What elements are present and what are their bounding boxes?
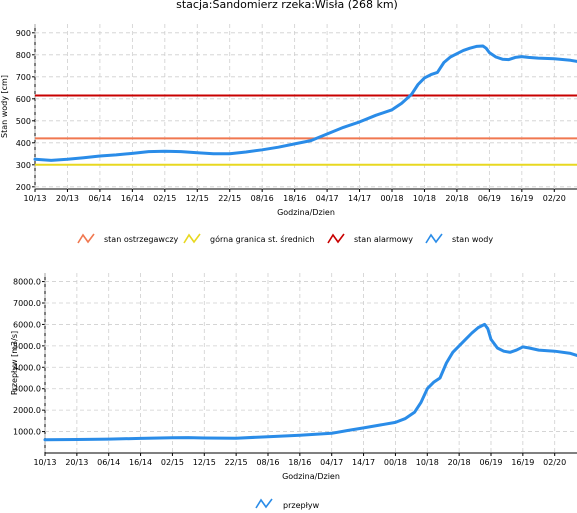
legend-label: stan alarmowy — [354, 235, 413, 244]
legend-label: stan ostrzegawczy — [104, 235, 179, 244]
chart-title: stacja:Sandomierz rzeka:Wisła (268 km) — [176, 0, 398, 11]
y-tick-label: 600 — [16, 95, 31, 104]
x-tick-label: 22/15 — [218, 194, 241, 203]
series-line — [33, 44, 577, 162]
x-tick-label: 10/18 — [413, 194, 436, 203]
legend-swatch — [425, 233, 443, 244]
y-tick-label: 800 — [16, 51, 31, 60]
x-tick-label: 12/15 — [193, 458, 216, 467]
x-tick-label: 10/13 — [23, 194, 46, 203]
y-tick-label: 400 — [16, 139, 31, 148]
y-tick-label: 200 — [16, 183, 31, 192]
x-axis-label: Godzina/Dzien — [277, 208, 335, 217]
x-axis-label: Godzina/Dzien — [282, 472, 340, 481]
x-tick-label: 08/16 — [256, 458, 279, 467]
y-tick-label: 700 — [16, 73, 31, 82]
x-tick-label: 16/14 — [121, 194, 144, 203]
x-tick-label: 04/17 — [320, 458, 343, 467]
x-tick-label: 02/20 — [543, 194, 566, 203]
x-tick-label: 18/16 — [283, 194, 306, 203]
x-tick-label: 18/16 — [288, 458, 311, 467]
legend-label: górna granica st. średnich — [210, 234, 314, 244]
y-tick-label: 1000.0 — [13, 428, 41, 437]
x-tick-label: 10/18 — [416, 458, 439, 467]
x-tick-label: 16/19 — [510, 194, 533, 203]
x-tick-label: 06/19 — [478, 194, 501, 203]
y-tick-label: 8000.0 — [13, 278, 41, 287]
x-tick-label: 06/14 — [97, 458, 120, 467]
x-tick-label: 14/17 — [352, 458, 375, 467]
x-tick-label: 16/14 — [129, 458, 152, 467]
discharge-chart: 1000.0 2000.0 3000.0 4000.0 5000.0 6000.0 7000… — [10, 273, 577, 510]
x-tick-label: 20/13 — [65, 458, 88, 467]
y-tick-label: 900 — [16, 29, 31, 38]
legend-swatch — [255, 498, 273, 509]
x-tick-label: 08/16 — [251, 194, 274, 203]
x-tick-label: 14/17 — [348, 194, 371, 203]
y-tick-label: 7000.0 — [13, 299, 41, 308]
y-tick-label: 2000.0 — [13, 406, 41, 415]
y-axis-label: Przepływ [m3/s] — [10, 331, 19, 395]
x-tick-label: 20/13 — [56, 194, 79, 203]
legend-swatch — [183, 233, 201, 244]
y-tick-label: 3000.0 — [13, 385, 41, 394]
legend-label: przepływ — [283, 501, 320, 510]
legend-swatch — [327, 233, 345, 244]
x-tick-label: 04/17 — [316, 194, 339, 203]
x-tick-label: 12/15 — [186, 194, 209, 203]
x-tick-label: 02/20 — [543, 458, 566, 467]
y-tick-label: 6000.0 — [13, 320, 41, 329]
x-tick-label: 02/15 — [161, 458, 184, 467]
x-tick-label: 06/14 — [88, 194, 111, 203]
legend-swatch — [77, 233, 95, 244]
x-tick-label: 10/13 — [33, 458, 56, 467]
x-tick-label: 20/18 — [445, 194, 468, 203]
y-tick-label: 5000.0 — [13, 342, 41, 351]
x-tick-label: 06/19 — [479, 458, 502, 467]
series-line — [43, 322, 577, 442]
water-level-chart: 200 300 400 500 600 700 800 900 10/13 20/13 06/14 1… — [0, 24, 577, 244]
y-axis-label: Stan wody [cm] — [0, 75, 9, 138]
x-tick-label: 00/18 — [380, 194, 403, 203]
y-tick-label: 300 — [16, 161, 31, 170]
y-tick-label: 500 — [16, 117, 31, 126]
x-tick-label: 02/15 — [153, 194, 176, 203]
x-tick-label: 16/19 — [511, 458, 534, 467]
x-tick-label: 00/18 — [384, 458, 407, 467]
x-tick-label: 22/15 — [225, 458, 248, 467]
x-tick-label: 20/18 — [448, 458, 471, 467]
legend-label: stan wody — [452, 235, 493, 244]
y-tick-label: 4000.0 — [13, 363, 41, 372]
